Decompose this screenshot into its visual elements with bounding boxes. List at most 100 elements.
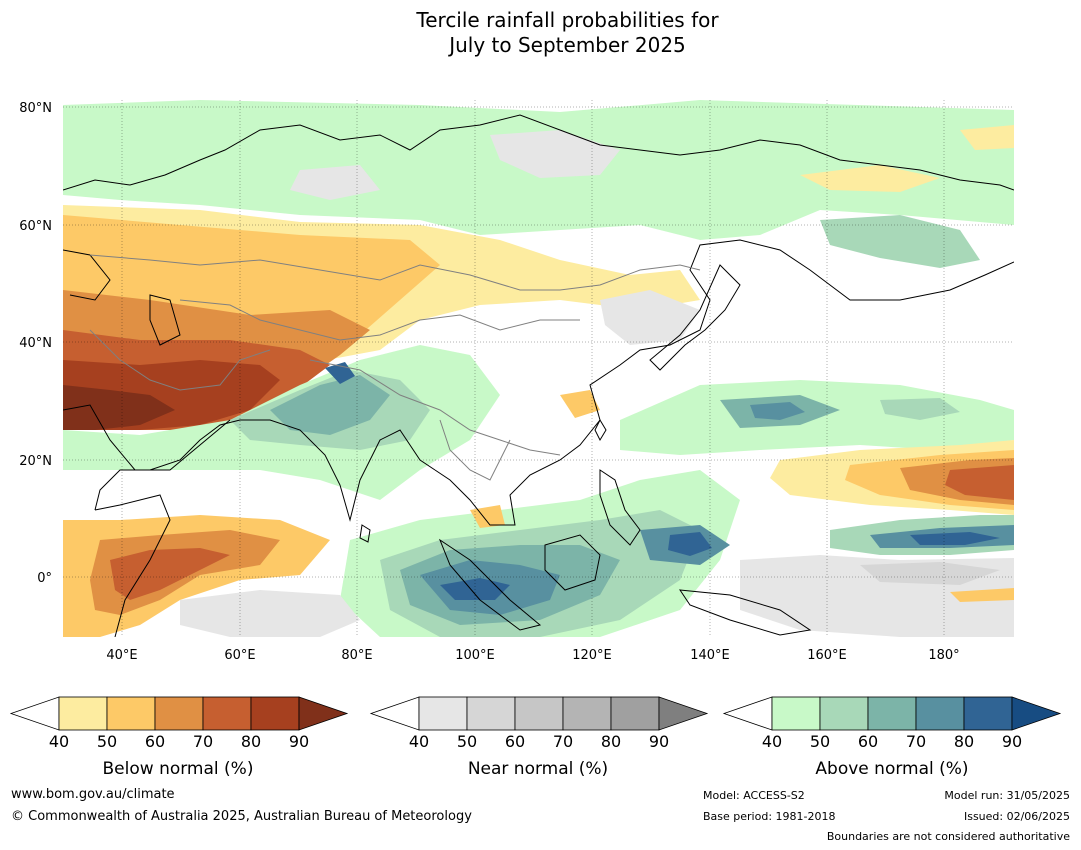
region-arctic-below	[960, 125, 1014, 150]
model-text: Model: ACCESS-S2	[703, 789, 805, 802]
boundary-middle-east	[89, 329, 271, 391]
colorbar-segment	[562, 696, 612, 731]
colorbar-extend-high	[658, 696, 709, 731]
colorbar-label-near: Near normal (%)	[467, 759, 609, 779]
lat-label: 60°N	[19, 219, 52, 234]
colorbar-segment	[610, 696, 660, 731]
coastline-taiwan	[594, 418, 607, 442]
map-plot-area	[63, 100, 1014, 637]
colorbar-segment	[466, 696, 516, 731]
base-period-text: Base period: 1981-2018	[703, 810, 836, 823]
lon-label: 80°E	[341, 648, 372, 663]
boundary-central-asia	[179, 299, 580, 341]
colorbar-tick-label: 70	[553, 732, 573, 751]
copyright-text: © Commonwealth of Australia 2025, Austra…	[11, 809, 472, 824]
colorbar-tick-label: 80	[241, 732, 261, 751]
colorbar-segment	[418, 696, 468, 731]
boundary-china-south	[309, 359, 561, 456]
colorbar-tick-label: 60	[145, 732, 165, 751]
colorbar-extend-high	[298, 696, 349, 731]
lon-label: 100°E	[455, 648, 495, 663]
colorbar-below: 40 50 60 70 80 90	[9, 696, 349, 751]
country-boundaries	[89, 254, 701, 481]
disclaimer-text: Boundaries are not considered authoritat…	[826, 830, 1070, 843]
coastline-arabia	[63, 404, 231, 471]
colorbar-segment	[963, 696, 1013, 731]
colorbar-tick-label: 40	[49, 732, 69, 751]
region-china-near	[600, 290, 700, 345]
colorbar-segment	[771, 696, 821, 731]
lon-label: 60°E	[224, 648, 255, 663]
region-wpac-above-60-b	[880, 398, 960, 420]
colorbar-tick-label: 80	[954, 732, 974, 751]
coastline-new-guinea	[678, 589, 812, 636]
boundary-kazakh-russia	[89, 254, 701, 291]
region-middle-east-below-extreme	[63, 385, 175, 430]
coastline-philippines	[599, 469, 641, 546]
lon-label: 180°	[928, 648, 959, 663]
region-epac-above-90	[910, 532, 1000, 545]
colorbar-segment	[514, 696, 564, 731]
colorbar-label-above: Above normal (%)	[815, 759, 969, 779]
region-spac-below	[950, 588, 1014, 602]
colorbar-extend-low	[9, 696, 60, 731]
lat-label: 40°N	[19, 336, 52, 351]
colorbar-above: 40 50 60 70 80 90	[722, 696, 1062, 751]
issued-text: Issued: 02/06/2025	[963, 810, 1070, 823]
lon-label: 120°E	[572, 648, 612, 663]
colorbar-tick-label: 70	[906, 732, 926, 751]
lon-label: 160°E	[807, 648, 847, 663]
colorbar-tick-label: 70	[193, 732, 213, 751]
colorbar-extend-low	[369, 696, 420, 731]
region-china-below	[560, 390, 600, 418]
region-indian-ocean-near	[180, 590, 360, 637]
colorbar-segment	[202, 696, 252, 731]
colorbar-extend-high	[1011, 696, 1062, 731]
map-title: Tercile rainfall probabilities for July …	[0, 8, 1081, 58]
region-east-africa-below-80	[110, 548, 230, 600]
coastline-japan	[649, 264, 741, 371]
lat-label: 0°	[37, 571, 52, 586]
colorbar-label-below: Below normal (%)	[102, 759, 254, 779]
colorbar-tick-label: 90	[1002, 732, 1022, 751]
colorbar-segment	[58, 696, 108, 731]
colorbar-tick-label: 50	[97, 732, 117, 751]
colorbar-near: 40 50 60 70 80 90	[369, 696, 709, 751]
coastline-black-caspian	[63, 249, 181, 346]
title-line-1: Tercile rainfall probabilities for	[416, 8, 719, 32]
colorbar-tick-label: 40	[762, 732, 782, 751]
gridlines	[63, 100, 1014, 637]
region-philippines-above-90	[668, 532, 712, 556]
coastline-sumatra	[438, 538, 542, 631]
colorbar-segment	[106, 696, 156, 731]
region-siberia-above-2	[820, 215, 980, 268]
colorbar-tick-label: 80	[601, 732, 621, 751]
lon-label: 40°E	[106, 648, 137, 663]
coastlines	[63, 114, 1014, 637]
region-south-asia-above-70	[270, 375, 390, 435]
colorbar-tick-label: 60	[505, 732, 525, 751]
region-epac-near-2	[860, 562, 1000, 585]
coastline-borneo	[544, 534, 601, 591]
colorbar-tick-label: 40	[409, 732, 429, 751]
colorbars: 40 50 60 70 80 90 40 50 60 70 80 90 40 50 60 70 80 90	[9, 696, 1062, 751]
colorbar-tick-label: 90	[649, 732, 669, 751]
region-arctic-near	[490, 130, 620, 178]
colorbar-segment	[154, 696, 204, 731]
coastline-africa	[94, 494, 171, 637]
colorbar-tick-label: 60	[858, 732, 878, 751]
colorbar-tick-label: 50	[457, 732, 477, 751]
colorbar-segment	[915, 696, 965, 731]
model-run-text: Model run: 31/05/2025	[944, 789, 1070, 802]
colorbar-tick-label: 50	[810, 732, 830, 751]
coastline-arctic	[63, 114, 1014, 191]
website-link[interactable]: www.bom.gov.au/climate	[11, 787, 175, 802]
lat-label: 80°N	[19, 101, 52, 116]
region-east-siberia-below	[800, 165, 940, 192]
longitude-labels: 40°E 60°E 80°E 100°E 120°E 140°E 160°E 1…	[106, 648, 959, 663]
latitude-labels: 80°N 60°N 40°N 20°N 0°	[19, 101, 52, 586]
lon-label: 140°E	[690, 648, 730, 663]
colorbar-segment	[867, 696, 917, 731]
region-wpac-above-80	[750, 402, 805, 420]
